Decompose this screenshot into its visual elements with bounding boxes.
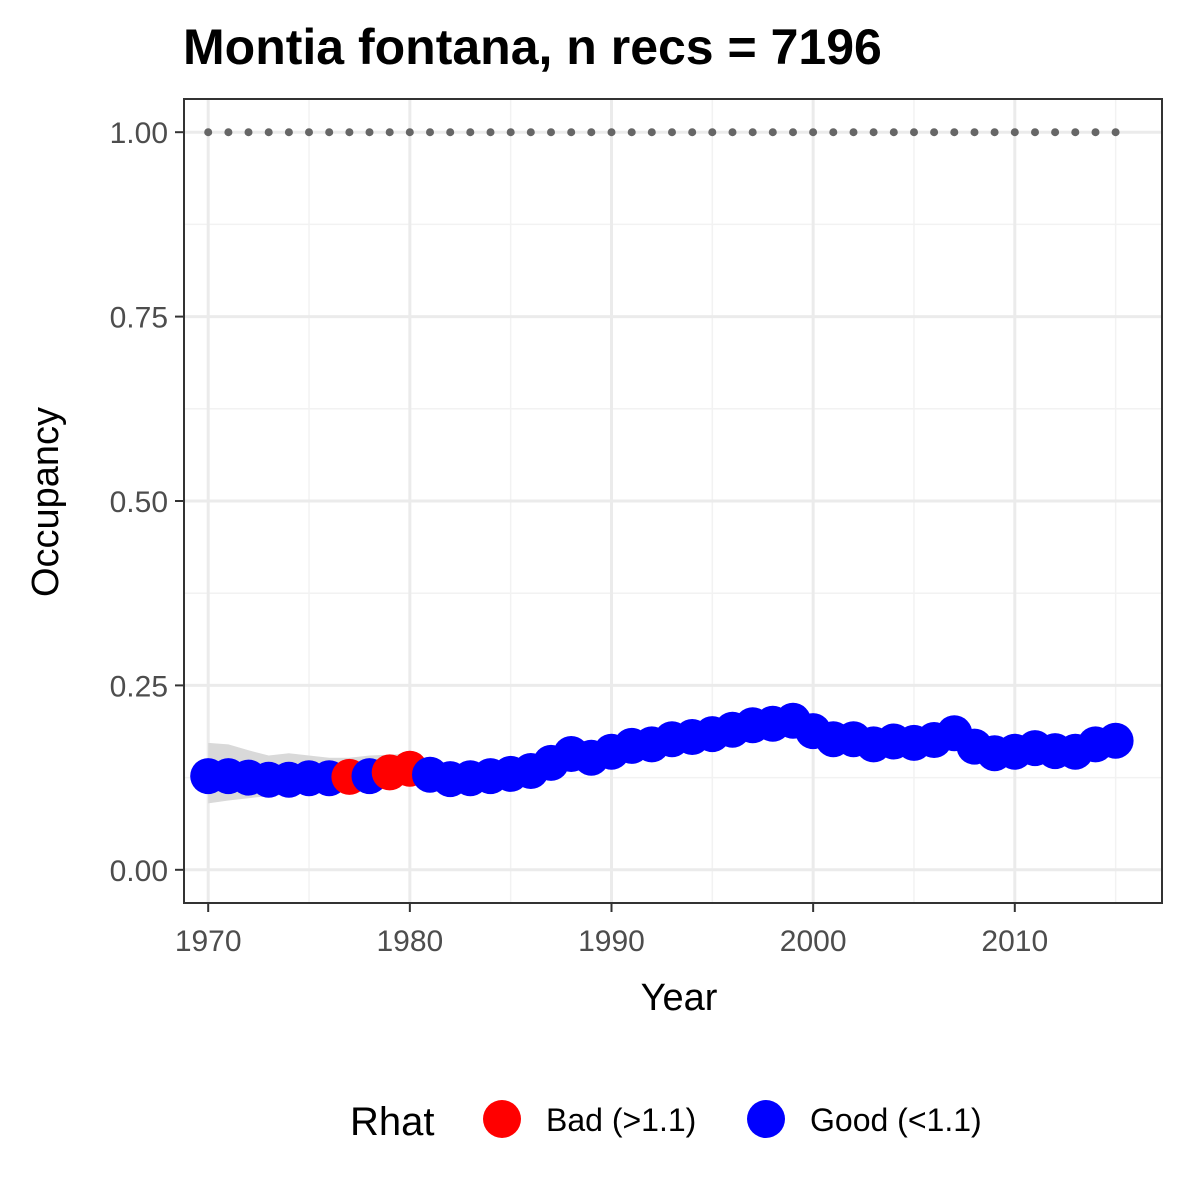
reference-dot <box>889 128 898 137</box>
reference-dot <box>547 128 555 137</box>
reference-dot <box>365 128 374 137</box>
reference-dot <box>748 128 757 137</box>
occupancy-point-good <box>1097 722 1134 759</box>
legend-key-good <box>747 1100 785 1138</box>
reference-dot <box>668 128 676 137</box>
reference-dot <box>829 128 838 137</box>
reference-dot <box>728 128 737 137</box>
y-tick-label: 0.50 <box>110 486 168 519</box>
occupancy-points <box>190 702 1134 798</box>
y-axis-title: Occupancy <box>25 407 67 597</box>
plot-panel <box>183 98 1163 904</box>
reference-dot <box>869 128 878 137</box>
reference-dot <box>809 128 818 137</box>
reference-dot <box>305 128 313 137</box>
legend-label-good: Good (<1.1) <box>810 1102 982 1138</box>
legend-label-bad: Bad (>1.1) <box>546 1102 696 1138</box>
chart-title: Montia fontana, n recs = 7196 <box>183 19 882 75</box>
x-axis-title: Year <box>641 977 718 1019</box>
reference-dot <box>244 128 253 137</box>
reference-dot <box>385 128 394 137</box>
legend: Rhat Bad (>1.1) Good (<1.1) <box>350 1100 982 1144</box>
reference-line-dotted <box>204 128 1120 137</box>
axes: 1970 1980 1990 2000 2010 0.00 0.25 0.50 0.75 1.00 <box>110 117 1049 958</box>
reference-dot <box>789 128 797 137</box>
reference-dot <box>587 128 596 137</box>
reference-dot <box>688 128 697 137</box>
reference-dot <box>1051 128 1060 137</box>
legend-title: Rhat <box>350 1100 435 1144</box>
reference-dot <box>506 128 515 137</box>
reference-dot <box>284 128 293 137</box>
reference-dot <box>1111 128 1120 137</box>
reference-dot <box>708 128 717 137</box>
reference-dot <box>627 128 636 137</box>
legend-key-bad <box>483 1100 521 1138</box>
x-tick-label: 2000 <box>780 925 847 958</box>
reference-dot <box>768 128 777 137</box>
x-tick-label: 1980 <box>376 925 443 958</box>
reference-dot <box>1091 128 1100 137</box>
reference-dot <box>264 128 273 137</box>
x-tick-label: 2010 <box>981 925 1048 958</box>
reference-dot <box>1071 128 1080 137</box>
reference-dot <box>405 128 414 137</box>
y-tick-label: 0.75 <box>110 302 168 335</box>
reference-dot <box>1031 128 1039 137</box>
reference-dot <box>910 128 918 137</box>
x-tick-label: 1970 <box>175 925 242 958</box>
reference-dot <box>446 128 455 137</box>
y-tick-label: 0.25 <box>110 670 168 703</box>
reference-dot <box>466 128 475 137</box>
y-tick-label: 0.00 <box>110 855 168 888</box>
reference-dot <box>526 128 535 137</box>
y-tick-label: 1.00 <box>110 117 168 150</box>
reference-dot <box>325 128 334 137</box>
x-tick-label: 1990 <box>578 925 645 958</box>
reference-dot <box>567 128 576 137</box>
reference-dot <box>930 128 939 137</box>
reference-dot <box>607 128 616 137</box>
reference-dot <box>345 128 354 137</box>
reference-dot <box>970 128 979 137</box>
reference-dot <box>204 128 213 137</box>
reference-dot <box>486 128 495 137</box>
reference-dot <box>990 128 999 137</box>
reference-dot <box>426 128 434 137</box>
reference-dot <box>647 128 656 137</box>
reference-dot <box>1010 128 1019 137</box>
reference-dot <box>849 128 858 137</box>
reference-dot <box>224 128 233 137</box>
reference-dot <box>950 128 959 137</box>
